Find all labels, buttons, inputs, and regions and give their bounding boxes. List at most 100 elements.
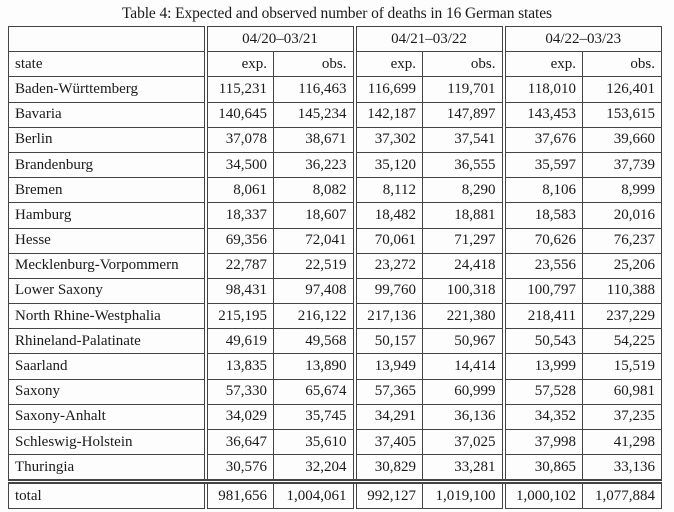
expected-cell: 50,543 bbox=[501, 328, 583, 355]
table-row: Baden-Württemberg 115,231 116,463 116,699 11… bbox=[8, 76, 662, 103]
observed-cell: 41,298 bbox=[582, 428, 662, 456]
observed-cell: 1,004,061 bbox=[273, 479, 355, 510]
state-cell: total bbox=[8, 479, 206, 510]
expected-cell: 37,998 bbox=[501, 428, 583, 456]
state-cell: Hesse bbox=[8, 227, 206, 254]
observed-cell: 147,897 bbox=[422, 101, 504, 128]
table-row: Bavaria 140,645 145,234 142,187 147,897 143,4… bbox=[8, 101, 662, 128]
observed-cell: 54,225 bbox=[582, 328, 662, 355]
expected-cell: 981,656 bbox=[203, 479, 274, 510]
observed-cell: 33,136 bbox=[582, 454, 662, 483]
expected-cell: 992,127 bbox=[352, 479, 423, 510]
table-row: Berlin 37,078 38,671 37,302 37,541 37,676 39,6… bbox=[8, 126, 662, 153]
observed-cell: 35,610 bbox=[273, 428, 355, 456]
observed-cell: 8,082 bbox=[273, 177, 355, 204]
table-caption: Table 4: Expected and observed number of… bbox=[122, 5, 552, 22]
observed-cell: 97,408 bbox=[273, 277, 355, 305]
observed-cell: 14,414 bbox=[422, 353, 504, 380]
observed-cell: 49,568 bbox=[273, 328, 355, 355]
observed-cell: 100,318 bbox=[422, 277, 504, 305]
table-row: Brandenburg 34,500 36,223 35,120 36,555 35,59… bbox=[8, 151, 662, 179]
observed-cell: 71,297 bbox=[422, 227, 504, 254]
expected-cell: 13,949 bbox=[352, 353, 423, 380]
table-row: Mecklenburg-Vorpommern 22,787 22,519 23,272… bbox=[8, 252, 662, 279]
period-header: 04/22–03/23 bbox=[501, 25, 662, 53]
observed-cell: 36,555 bbox=[422, 151, 504, 179]
expected-cell: 50,157 bbox=[352, 328, 423, 355]
observed-cell: 110,388 bbox=[582, 277, 662, 305]
expected-cell: 69,356 bbox=[203, 227, 274, 254]
expected-cell: 8,112 bbox=[352, 177, 423, 204]
exp-header: exp. bbox=[203, 51, 274, 78]
state-cell: Bremen bbox=[8, 177, 206, 204]
period-header: 04/21–03/22 bbox=[352, 25, 504, 53]
state-cell: Bavaria bbox=[8, 101, 206, 128]
expected-cell: 49,619 bbox=[203, 328, 274, 355]
state-cell: Berlin bbox=[8, 126, 206, 153]
table-row: Saxony 57,330 65,674 57,365 60,999 57,528 60,9… bbox=[8, 378, 662, 405]
expected-cell: 18,482 bbox=[352, 202, 423, 229]
observed-cell: 22,519 bbox=[273, 252, 355, 279]
obs-header: obs. bbox=[582, 51, 662, 78]
expected-cell: 37,302 bbox=[352, 126, 423, 153]
expected-cell: 18,337 bbox=[203, 202, 274, 229]
expected-cell: 57,330 bbox=[203, 378, 274, 405]
expected-cell: 116,699 bbox=[352, 76, 423, 103]
observed-cell: 25,206 bbox=[582, 252, 662, 279]
state-cell: Hamburg bbox=[8, 202, 206, 229]
table-row: North Rhine-Westphalia 215,195 216,122 217,… bbox=[8, 303, 662, 330]
expected-cell: 18,583 bbox=[501, 202, 583, 229]
expected-cell: 36,647 bbox=[203, 428, 274, 456]
expected-cell: 37,078 bbox=[203, 126, 274, 153]
total-row: total 981,656 1,004,061 992,127 1,019,100 1,0… bbox=[8, 479, 662, 510]
observed-cell: 126,401 bbox=[582, 76, 662, 103]
state-cell: Rhineland-Palatinate bbox=[8, 328, 206, 355]
exp-header: exp. bbox=[352, 51, 423, 78]
observed-cell: 24,418 bbox=[422, 252, 504, 279]
state-header: state bbox=[8, 51, 206, 78]
table-row: Thuringia 30,576 32,204 30,829 33,281 30,865 3… bbox=[8, 454, 662, 483]
expected-cell: 35,120 bbox=[352, 151, 423, 179]
observed-cell: 1,019,100 bbox=[422, 479, 504, 510]
state-cell: Mecklenburg-Vorpommern bbox=[8, 252, 206, 279]
expected-cell: 30,865 bbox=[501, 454, 583, 483]
expected-cell: 23,272 bbox=[352, 252, 423, 279]
state-cell: Schleswig-Holstein bbox=[8, 428, 206, 456]
observed-cell: 39,660 bbox=[582, 126, 662, 153]
observed-cell: 13,890 bbox=[273, 353, 355, 380]
column-header-row: state exp. obs. exp. obs. exp. obs. bbox=[8, 51, 662, 78]
observed-cell: 153,615 bbox=[582, 101, 662, 128]
expected-cell: 142,187 bbox=[352, 101, 423, 128]
observed-cell: 15,519 bbox=[582, 353, 662, 380]
expected-cell: 34,029 bbox=[203, 403, 274, 431]
expected-cell: 8,106 bbox=[501, 177, 583, 204]
expected-cell: 57,365 bbox=[352, 378, 423, 405]
observed-cell: 37,739 bbox=[582, 151, 662, 179]
observed-cell: 37,025 bbox=[422, 428, 504, 456]
expected-cell: 218,411 bbox=[501, 303, 583, 330]
expected-cell: 37,676 bbox=[501, 126, 583, 153]
table-row: Schleswig-Holstein 36,647 35,610 37,405 37,0… bbox=[8, 428, 662, 456]
expected-cell: 115,231 bbox=[203, 76, 274, 103]
expected-cell: 30,576 bbox=[203, 454, 274, 483]
obs-header: obs. bbox=[273, 51, 355, 78]
state-cell: Saxony-Anhalt bbox=[8, 403, 206, 431]
expected-cell: 34,291 bbox=[352, 403, 423, 431]
expected-cell: 30,829 bbox=[352, 454, 423, 483]
expected-cell: 34,352 bbox=[501, 403, 583, 431]
observed-cell: 60,981 bbox=[582, 378, 662, 405]
table-row: Bremen 8,061 8,082 8,112 8,290 8,106 8,999 bbox=[8, 177, 662, 204]
observed-cell: 32,204 bbox=[273, 454, 355, 483]
observed-cell: 1,077,884 bbox=[582, 479, 662, 510]
table-row: Saarland 13,835 13,890 13,949 14,414 13,999 15… bbox=[8, 353, 662, 380]
period-header: 04/20–03/21 bbox=[203, 25, 355, 53]
observed-cell: 36,136 bbox=[422, 403, 504, 431]
observed-cell: 37,235 bbox=[582, 403, 662, 431]
expected-cell: 22,787 bbox=[203, 252, 274, 279]
observed-cell: 145,234 bbox=[273, 101, 355, 128]
expected-cell: 1,000,102 bbox=[501, 479, 583, 510]
observed-cell: 65,674 bbox=[273, 378, 355, 405]
observed-cell: 8,999 bbox=[582, 177, 662, 204]
observed-cell: 18,607 bbox=[273, 202, 355, 229]
observed-cell: 221,380 bbox=[422, 303, 504, 330]
